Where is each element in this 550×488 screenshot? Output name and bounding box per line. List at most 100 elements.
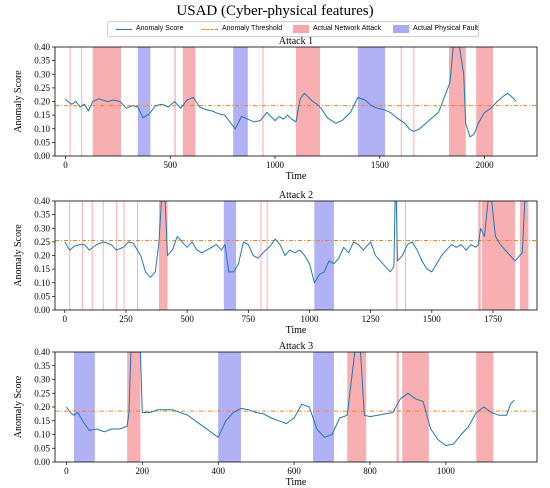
legend-label-anomaly-threshold: Anomaly Threshold — [222, 25, 283, 32]
figure-title: USAD (Cyber-physical features) — [176, 3, 374, 19]
physical-fault-span — [313, 352, 334, 462]
legend-swatch-score — [116, 29, 132, 30]
y-axis-label: Anomaly Score — [13, 224, 24, 287]
y-tick-label: 0.30 — [34, 223, 50, 233]
network-attack-span — [102, 201, 104, 310]
x-tick-label: 1500 — [423, 314, 442, 324]
y-tick-label: 0.25 — [34, 83, 50, 93]
x-tick-label: 1000 — [300, 314, 319, 324]
y-tick-label: 0.05 — [34, 443, 50, 453]
y-tick-label: 0.20 — [34, 97, 50, 107]
anomaly-score-line — [65, 352, 515, 446]
legend-swatch-network-attack — [293, 25, 309, 33]
plot-area — [55, 352, 537, 462]
x-tick-label: 1250 — [362, 314, 381, 324]
y-tick-label: 0.30 — [34, 375, 50, 385]
physical-fault-span — [137, 47, 151, 156]
network-attack-span — [448, 47, 466, 156]
physical-fault-span — [218, 352, 241, 462]
y-tick-label: 0.35 — [34, 56, 50, 66]
y-tick-label: 0.20 — [34, 402, 50, 412]
x-tick-label: 400 — [211, 466, 225, 476]
y-tick-label: 0.35 — [34, 210, 50, 220]
y-tick-label: 0.10 — [34, 124, 50, 134]
x-tick-label: 750 — [242, 314, 256, 324]
plot-area — [55, 201, 537, 310]
subplot-attack-3: 0.00 0.05 0.10 0.15 0.20 0.25 0.30 0.35 0.40 0 200… — [13, 341, 538, 488]
network-attack-span — [396, 352, 399, 462]
physical-fault-span — [357, 47, 386, 156]
network-attack-span — [81, 201, 83, 310]
network-attack-span — [400, 47, 402, 156]
subplot-title: Attack 2 — [279, 190, 313, 201]
subplot-title: Attack 1 — [279, 36, 313, 47]
network-attack-span — [69, 201, 71, 310]
x-tick-label: 500 — [164, 160, 178, 170]
y-tick-label: 0.25 — [34, 388, 50, 398]
physical-fault-span — [73, 352, 95, 462]
legend-label-network-attack: Actual Network Attack — [313, 25, 382, 32]
plot-area — [55, 47, 537, 156]
network-attack-span — [413, 47, 415, 156]
network-attack-span — [396, 201, 398, 310]
y-tick-label: 0.00 — [34, 305, 50, 315]
x-tick-label: 500 — [180, 314, 194, 324]
legend-label-physical-fault: Actual Physical Fault — [413, 25, 478, 32]
y-tick-label: 0.05 — [34, 137, 50, 147]
network-attack-span — [404, 201, 406, 310]
network-attack-span — [91, 201, 93, 310]
y-tick-label: 0.05 — [34, 291, 50, 301]
x-tick-label: 1750 — [484, 314, 503, 324]
physical-fault-span — [223, 201, 237, 310]
x-tick-label: 800 — [363, 466, 377, 476]
x-tick-label: 0 — [64, 466, 69, 476]
network-attack-span — [69, 47, 71, 156]
network-attack-span — [116, 201, 118, 310]
y-tick-label: 0.00 — [34, 151, 50, 161]
y-tick-label: 0.10 — [34, 430, 50, 440]
anomaly-score-line — [64, 201, 528, 284]
physical-fault-span — [233, 47, 248, 156]
legend-swatch-physical-fault — [393, 25, 409, 33]
y-tick-label: 0.40 — [34, 347, 50, 357]
network-attack-span — [476, 47, 493, 156]
network-attack-span — [262, 47, 264, 156]
legend: Anomaly Score Anomaly Threshold Actual N… — [107, 21, 479, 37]
y-tick-label: 0.15 — [34, 264, 50, 274]
y-tick-label: 0.40 — [34, 42, 50, 52]
legend-label-anomaly-score: Anomaly Score — [136, 25, 184, 32]
y-tick-label: 0.10 — [34, 278, 50, 288]
network-attack-span — [136, 201, 138, 310]
subplot-attack-1: 0.00 0.05 0.10 0.15 0.20 0.25 0.30 0.35 0.40 0 500… — [13, 36, 538, 182]
x-axis-label: Time — [286, 171, 307, 182]
anomaly-score-line — [65, 47, 517, 138]
network-attack-span — [123, 201, 125, 310]
y-tick-label: 0.40 — [34, 196, 50, 206]
y-tick-label: 0.15 — [34, 416, 50, 426]
network-attack-span — [266, 201, 268, 310]
x-tick-label: 2000 — [476, 160, 495, 170]
network-attack-span — [81, 47, 83, 156]
x-tick-label: 1500 — [371, 160, 390, 170]
x-tick-label: 0 — [63, 160, 68, 170]
network-attack-span — [478, 201, 481, 310]
y-tick-label: 0.20 — [34, 251, 50, 261]
x-axis-label: Time — [286, 325, 307, 336]
x-axis-label: Time — [286, 477, 307, 488]
x-tick-label: 1000 — [266, 160, 285, 170]
subplot-title: Attack 3 — [279, 341, 313, 352]
x-tick-label: 1000 — [437, 466, 456, 476]
plot-frame — [54, 200, 538, 311]
y-tick-label: 0.15 — [34, 110, 50, 120]
y-axis-label: Anomaly Score — [13, 375, 24, 438]
y-tick-label: 0.30 — [34, 69, 50, 79]
network-attack-span — [182, 47, 196, 156]
x-tick-label: 0 — [63, 314, 68, 324]
network-attack-span — [476, 352, 494, 462]
x-tick-label: 200 — [136, 466, 150, 476]
physical-fault-span — [314, 201, 334, 310]
x-tick-label: 250 — [119, 314, 133, 324]
y-tick-label: 0.00 — [34, 457, 50, 467]
legend-swatch-threshold — [202, 29, 218, 30]
